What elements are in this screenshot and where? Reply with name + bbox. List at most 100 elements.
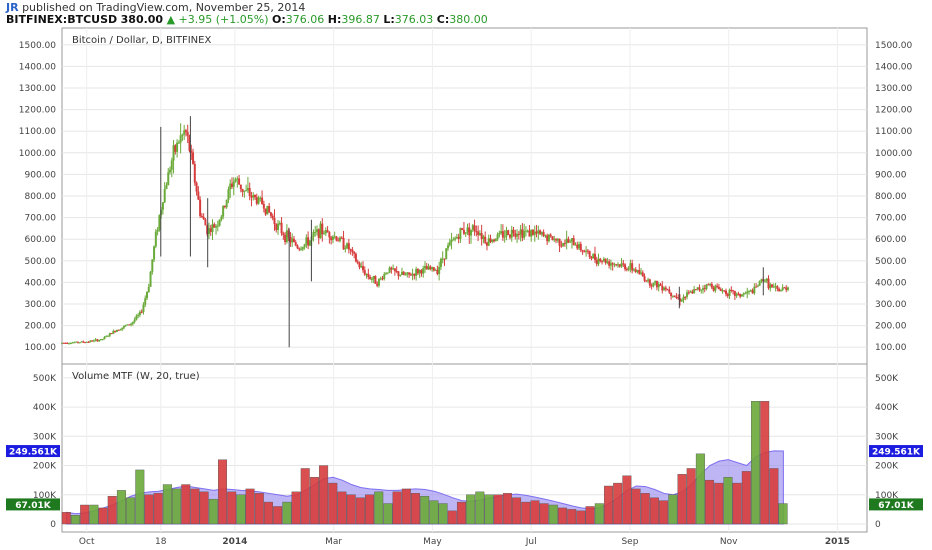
candle-body [296, 245, 299, 249]
candle-body [75, 341, 78, 343]
candle-body [330, 237, 333, 241]
price-tick-right: 500.00 [875, 257, 907, 267]
candle-body [659, 284, 662, 286]
candle-body [494, 239, 497, 242]
candle-body [443, 258, 446, 260]
author-name[interactable]: JR [6, 1, 19, 14]
candle-body [192, 152, 195, 164]
price-axis[interactable]: 100.00 100.00 200.00 200.00 300.00 300.00 400.… [19, 41, 913, 353]
volume-tick-left: 100K [33, 491, 57, 501]
candle-body [627, 268, 630, 271]
volume-bar [466, 494, 476, 525]
price-tick-left: 1100.00 [19, 127, 56, 137]
candle-body [367, 273, 370, 277]
price-tick-right: 800.00 [875, 192, 907, 202]
candle-body [108, 333, 111, 336]
candle-body [362, 266, 365, 271]
candle-body [756, 285, 759, 287]
candle-body [66, 342, 69, 344]
candle-body [183, 130, 186, 135]
candle-body [664, 287, 667, 290]
candle-body [280, 222, 283, 234]
candle-body [498, 233, 501, 235]
candle-body [739, 293, 742, 297]
candle-body [532, 229, 535, 235]
price-tick-right: 1000.00 [875, 149, 912, 159]
candle-body [144, 298, 147, 305]
candle-body [395, 270, 398, 272]
candle-body [319, 223, 322, 239]
candle-body [602, 258, 605, 262]
volume-bar [392, 491, 402, 525]
candle-body [652, 282, 655, 287]
candle-body [331, 236, 334, 241]
candle-body [590, 256, 593, 259]
candle-body [686, 292, 689, 297]
candle-body [227, 189, 230, 200]
candle-body [569, 241, 572, 243]
volume-axis[interactable]: 0 0 100K 100K 200K 200K 300K 300K 400K 400K 500K 50… [33, 374, 899, 530]
candle-body [771, 284, 774, 287]
candle-body [436, 269, 439, 274]
candle-body [363, 270, 366, 275]
candle-body [484, 236, 487, 243]
candle-body [519, 229, 522, 235]
candle-body [576, 244, 579, 249]
volume-bar [585, 506, 595, 525]
time-tick-label: Nov [720, 537, 738, 547]
volume-bar [218, 459, 228, 525]
candle-body [379, 278, 382, 280]
candle-body [337, 240, 340, 242]
price-tick-left: 100.00 [25, 343, 57, 353]
candle-body [751, 290, 754, 294]
candle-body [154, 231, 157, 247]
volume-bar [705, 479, 715, 525]
candle-body [158, 215, 161, 231]
time-axis[interactable]: Oct 18 2014 Mar May Jul Sep Nov 2015 [79, 537, 850, 547]
volume-bar [411, 493, 420, 525]
candle-body [347, 243, 350, 250]
candle-body [640, 272, 643, 274]
candle-body [459, 228, 462, 239]
candle-body [259, 197, 262, 199]
candle-body [333, 236, 336, 238]
volume-last-badge-background [869, 498, 923, 511]
candle-body [556, 238, 559, 241]
candle-body [204, 219, 207, 226]
candle-body [508, 234, 511, 238]
candle-body [376, 283, 379, 286]
candle-body [586, 250, 589, 252]
candle-body [719, 289, 722, 292]
candle-body [305, 237, 308, 245]
price-grid [62, 44, 867, 348]
candle-body [670, 292, 673, 297]
time-tick-label: 18 [155, 537, 167, 547]
candle-body [593, 253, 596, 260]
price-tick-right: 100.00 [875, 343, 907, 353]
volume-bar [677, 474, 687, 525]
candle-body [188, 135, 191, 151]
candle-body [588, 251, 591, 257]
candle-body [218, 219, 221, 226]
candle-body [234, 179, 237, 182]
open-label: O: [272, 13, 286, 26]
volume-bar [659, 500, 669, 525]
candle-body [365, 273, 368, 275]
candle-body [370, 278, 373, 280]
candle-body [406, 272, 409, 275]
candle-body [654, 281, 657, 283]
volume-average-badge-text: 249.561K [9, 448, 58, 458]
candle-body [356, 261, 359, 264]
price-tick-right: 300.00 [875, 300, 907, 310]
price-volume-chart[interactable]: 100.00 100.00 200.00 200.00 300.00 300.00 400.… [0, 26, 932, 550]
candle-body [119, 329, 122, 331]
candle-body [574, 244, 577, 246]
volume-bar [374, 491, 384, 525]
candle-body [202, 216, 205, 220]
volume-bar [80, 504, 90, 525]
volume-bar [530, 500, 540, 525]
volume-bar [760, 401, 770, 525]
time-grid [86, 28, 838, 532]
candle-body [450, 239, 453, 243]
volume-average-badge-right: 249.561K [869, 445, 923, 458]
